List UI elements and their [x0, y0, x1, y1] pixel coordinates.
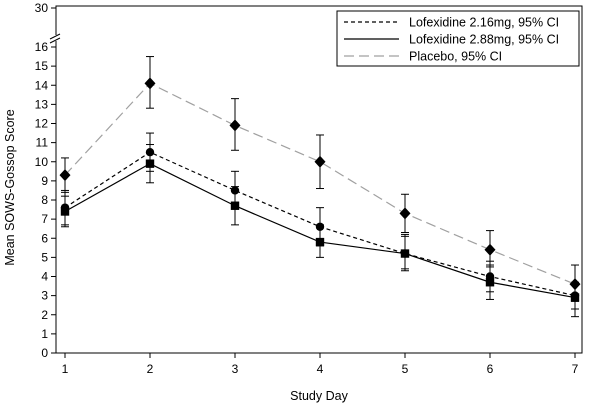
x-tick-label: 1: [62, 362, 69, 376]
data-point: [399, 207, 411, 220]
y-tick-label: 0: [41, 346, 48, 360]
y-tick-label: 7: [41, 212, 48, 226]
axis-break-gap: [52, 35, 60, 41]
legend: Lofexidine 2.16mg, 95% CI Lofexidine 2.88…: [336, 10, 580, 67]
data-point: [144, 77, 156, 90]
legend-label: Lofexidine 2.88mg, 95% CI: [409, 33, 559, 47]
data-point: [59, 169, 71, 182]
y-tick-label: 12: [35, 117, 49, 131]
y-tick-label: 10: [35, 155, 49, 169]
axis-break-mark: [49, 33, 61, 40]
data-point: [229, 119, 241, 132]
legend-item: Placebo, 95% CI: [344, 50, 502, 64]
data-point: [484, 243, 496, 256]
legend-item: Lofexidine 2.16mg, 95% CI: [344, 16, 559, 30]
y-tick-label: 15: [35, 59, 49, 73]
data-point: [145, 159, 155, 168]
y-tick-label: 3: [41, 289, 48, 303]
y-tick-label: 30: [35, 1, 49, 15]
y-tick-label: 1: [41, 327, 48, 341]
data-point: [485, 278, 495, 287]
y-tick-label: 4: [41, 270, 48, 284]
x-tick-label: 6: [487, 362, 494, 376]
x-tick-label: 2: [147, 362, 154, 376]
y-tick-label: 13: [35, 97, 49, 111]
data-point: [60, 207, 70, 216]
x-tick-label: 5: [402, 362, 409, 376]
series-layer: [59, 56, 581, 318]
y-tick-label: 9: [41, 174, 48, 188]
axis-break-mark: [49, 37, 61, 44]
y-tick-label: 8: [41, 193, 48, 207]
data-point: [400, 249, 410, 258]
y-tick-label: 11: [36, 136, 49, 150]
x-tick-label: 4: [317, 362, 324, 376]
y-tick-label: 5: [41, 250, 48, 264]
y-axis-label: Mean SOWS-Gossop Score: [3, 109, 17, 265]
y-tick-label: 6: [41, 231, 48, 245]
data-point: [315, 237, 325, 247]
x-tick-label: 7: [572, 362, 579, 376]
y-tick-label: 2: [41, 308, 48, 322]
data-point: [569, 278, 581, 291]
legend-item: Lofexidine 2.88mg, 95% CI: [344, 33, 559, 47]
x-axis-label: Study Day: [290, 389, 348, 403]
legend-label: Placebo, 95% CI: [409, 50, 502, 64]
y-tick-label: 16: [35, 40, 49, 54]
legend-label: Lofexidine 2.16mg, 95% CI: [409, 16, 559, 30]
data-point: [314, 155, 326, 168]
x-tick-label: 3: [232, 362, 239, 376]
data-point: [230, 201, 240, 210]
plot-frame: [55, 5, 583, 354]
y-tick-label: 14: [35, 78, 49, 92]
series-3: [59, 56, 581, 302]
